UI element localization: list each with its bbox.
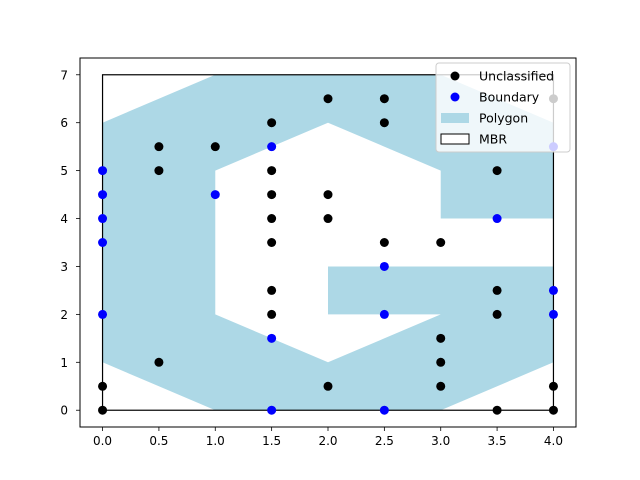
- point-unclassified: [436, 333, 446, 343]
- point-unclassified: [323, 94, 333, 104]
- point-boundary: [379, 405, 389, 415]
- point-unclassified: [436, 381, 446, 391]
- y-tick-label: 6: [60, 116, 68, 130]
- legend-marker-boundary: [450, 92, 460, 102]
- point-unclassified: [548, 381, 558, 391]
- point-unclassified: [379, 118, 389, 128]
- x-tick-label: 4.0: [544, 434, 563, 448]
- y-tick-label: 1: [60, 356, 68, 370]
- legend-patch-polygon: [441, 113, 469, 123]
- point-unclassified: [98, 381, 108, 391]
- point-unclassified: [154, 166, 164, 176]
- legend-label-polygon: Polygon: [479, 111, 528, 126]
- y-tick-label: 3: [60, 260, 68, 274]
- legend-label-mbr: MBR: [479, 132, 507, 147]
- point-unclassified: [267, 309, 277, 319]
- point-unclassified: [323, 214, 333, 224]
- point-unclassified: [492, 309, 502, 319]
- point-unclassified: [267, 166, 277, 176]
- point-boundary: [379, 261, 389, 271]
- point-unclassified: [492, 285, 502, 295]
- y-tick-label: 2: [60, 308, 68, 322]
- point-boundary: [98, 166, 108, 176]
- point-unclassified: [154, 142, 164, 152]
- point-unclassified: [379, 94, 389, 104]
- point-unclassified: [210, 142, 220, 152]
- point-unclassified: [492, 166, 502, 176]
- point-boundary: [98, 309, 108, 319]
- legend: Unclassified Boundary Polygon MBR: [435, 62, 571, 153]
- point-boundary: [492, 214, 502, 224]
- x-tick-label: 2.5: [375, 434, 394, 448]
- point-boundary: [548, 309, 558, 319]
- point-unclassified: [154, 357, 164, 367]
- point-unclassified: [267, 238, 277, 247]
- point-boundary: [548, 285, 558, 295]
- point-boundary: [379, 309, 389, 319]
- point-boundary: [267, 405, 277, 415]
- point-unclassified: [267, 190, 277, 200]
- point-boundary: [98, 190, 108, 200]
- point-boundary: [210, 190, 220, 200]
- point-boundary: [267, 142, 277, 152]
- point-unclassified: [436, 357, 446, 367]
- point-boundary: [267, 333, 277, 343]
- point-unclassified: [267, 214, 277, 224]
- x-tick-label: 1.0: [206, 434, 225, 448]
- x-tick-label: 3.0: [431, 434, 450, 448]
- x-tick-label: 2.0: [318, 434, 337, 448]
- point-boundary: [98, 214, 108, 224]
- point-unclassified: [267, 285, 277, 295]
- legend-patch-mbr: [440, 133, 470, 145]
- point-unclassified: [492, 405, 502, 415]
- y-tick-label: 5: [60, 164, 68, 178]
- point-unclassified: [323, 381, 333, 391]
- legend-label-unclassified: Unclassified: [479, 69, 554, 84]
- point-unclassified: [436, 238, 446, 247]
- legend-label-boundary: Boundary: [479, 90, 540, 105]
- y-tick-label: 4: [60, 212, 68, 226]
- point-unclassified: [323, 190, 333, 200]
- y-tick-label: 7: [60, 68, 68, 82]
- y-tick-label: 0: [60, 404, 68, 418]
- legend-box: [435, 62, 571, 153]
- x-tick-label: 0.5: [149, 434, 168, 448]
- plot-area: [98, 74, 558, 415]
- x-tick-label: 3.5: [488, 434, 507, 448]
- x-tick-label: 1.5: [262, 434, 281, 448]
- legend-marker-unclassified: [450, 71, 460, 81]
- point-unclassified: [548, 405, 558, 415]
- point-unclassified: [267, 118, 277, 128]
- point-unclassified: [98, 405, 108, 415]
- polygon-shape: [102, 74, 554, 411]
- axis-ticks: 0.0 0.5 1.0 1.5 2.0 2.5 3.0 3.5 4.0 0 1 2 3 4 5 6 7: [60, 68, 563, 448]
- x-tick-label: 0.0: [93, 434, 112, 448]
- point-unclassified: [379, 238, 389, 247]
- point-boundary: [98, 238, 108, 247]
